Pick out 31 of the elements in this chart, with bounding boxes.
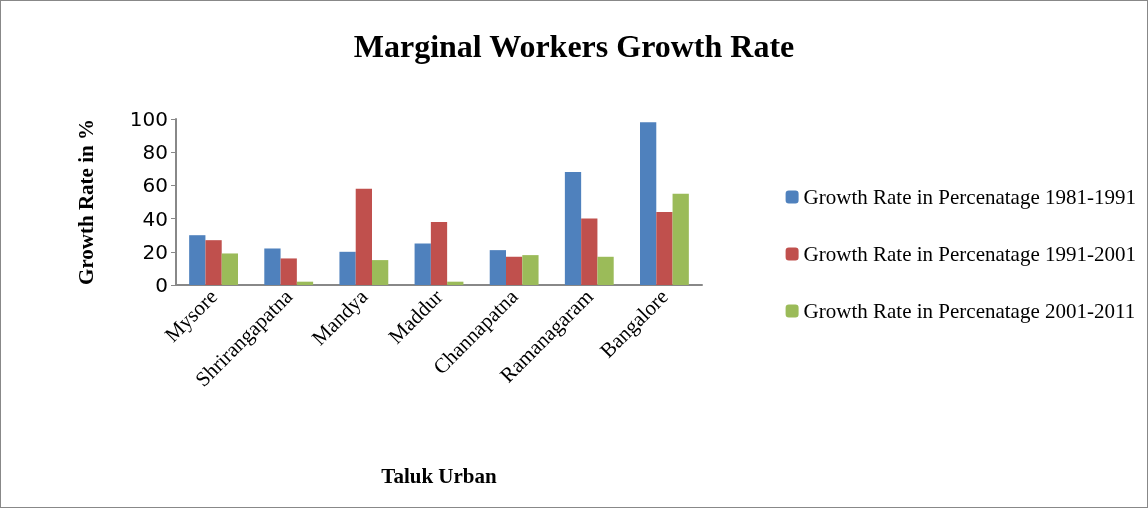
- bar: [414, 243, 431, 285]
- bar: [430, 221, 448, 285]
- bar: [489, 250, 506, 285]
- bar: [672, 193, 689, 285]
- legend-label: Growth Rate in Percenatage 2001-2011: [803, 299, 1136, 323]
- y-tick-label: 100: [129, 107, 168, 131]
- bar: [581, 218, 598, 285]
- y-tick-label: 0: [155, 273, 168, 297]
- bar: [522, 255, 539, 285]
- bar: [280, 258, 297, 285]
- bar: [355, 188, 372, 285]
- y-tick-label: 80: [142, 140, 168, 165]
- bar: [189, 235, 206, 285]
- bar: [205, 240, 222, 285]
- y-tick-label: 20: [142, 239, 168, 264]
- y-axis-title: Growth Rate in %: [73, 119, 98, 285]
- bar: [640, 122, 657, 285]
- bar: [339, 251, 356, 285]
- bar: [506, 256, 523, 285]
- x-axis-title: Taluk Urban: [381, 463, 497, 488]
- chart-title: Marginal Workers Growth Rate: [353, 28, 795, 64]
- bar: [372, 260, 389, 285]
- legend-label: Growth Rate in Percenatage 1981-1991: [803, 185, 1137, 209]
- bar: [656, 211, 673, 285]
- bar: [597, 256, 614, 285]
- legend-label: Growth Rate in Percenatage 1991-2001: [803, 242, 1137, 266]
- bar: [564, 172, 582, 285]
- y-tick-label: 60: [142, 173, 168, 198]
- y-tick-label: 40: [142, 206, 168, 231]
- bar: [264, 248, 281, 285]
- bar: [221, 253, 238, 285]
